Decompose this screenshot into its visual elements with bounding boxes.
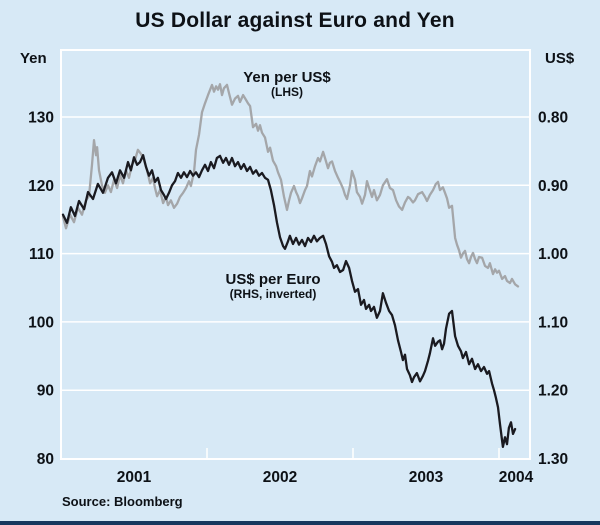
yen-series-line xyxy=(61,83,520,288)
series-label-yen-line2: (LHS) xyxy=(270,84,303,99)
footer-bar xyxy=(0,521,600,525)
right-axis-title: US$ xyxy=(545,50,575,67)
right-axis-tick-label: 1.00 xyxy=(538,246,568,263)
series-label-yen-line1: Yen per US$ xyxy=(243,69,331,86)
right-axis-tick-label: 1.20 xyxy=(538,383,568,400)
left-axis-tick-label: 90 xyxy=(37,383,54,400)
left-axis-tick-label: 100 xyxy=(28,314,54,331)
chart-title: US Dollar against Euro and Yen xyxy=(135,9,455,32)
right-axis-tick-label: 0.80 xyxy=(538,110,568,127)
right-axis-tick-label: 1.10 xyxy=(538,314,568,331)
x-axis-year-label: 2001 xyxy=(117,469,152,486)
left-axis-title: Yen xyxy=(20,50,47,67)
series-label-euro-line2: (RHS, inverted) xyxy=(229,286,317,301)
x-axis-year-label: 2002 xyxy=(263,469,297,486)
x-axis-year-label: 2003 xyxy=(409,469,444,486)
source-note: Source: Bloomberg xyxy=(62,494,183,509)
series-label-euro: US$ per Euro (RHS, inverted) xyxy=(225,272,320,300)
left-axis-tick-label: 130 xyxy=(28,110,54,127)
x-axis-year-label: 2004 xyxy=(499,469,534,486)
left-axis-tick-label: 80 xyxy=(37,451,54,468)
series-label-euro-line1: US$ per Euro xyxy=(225,271,321,288)
euro-series-line xyxy=(61,154,517,449)
left-axis-tick-label: 120 xyxy=(28,178,54,195)
series-label-yen: Yen per US$ (LHS) xyxy=(243,70,331,98)
left-axis-tick-label: 110 xyxy=(29,246,54,263)
right-axis-tick-label: 1.30 xyxy=(538,451,568,468)
plot-frame xyxy=(60,49,531,460)
right-axis-tick-label: 0.90 xyxy=(538,178,568,195)
